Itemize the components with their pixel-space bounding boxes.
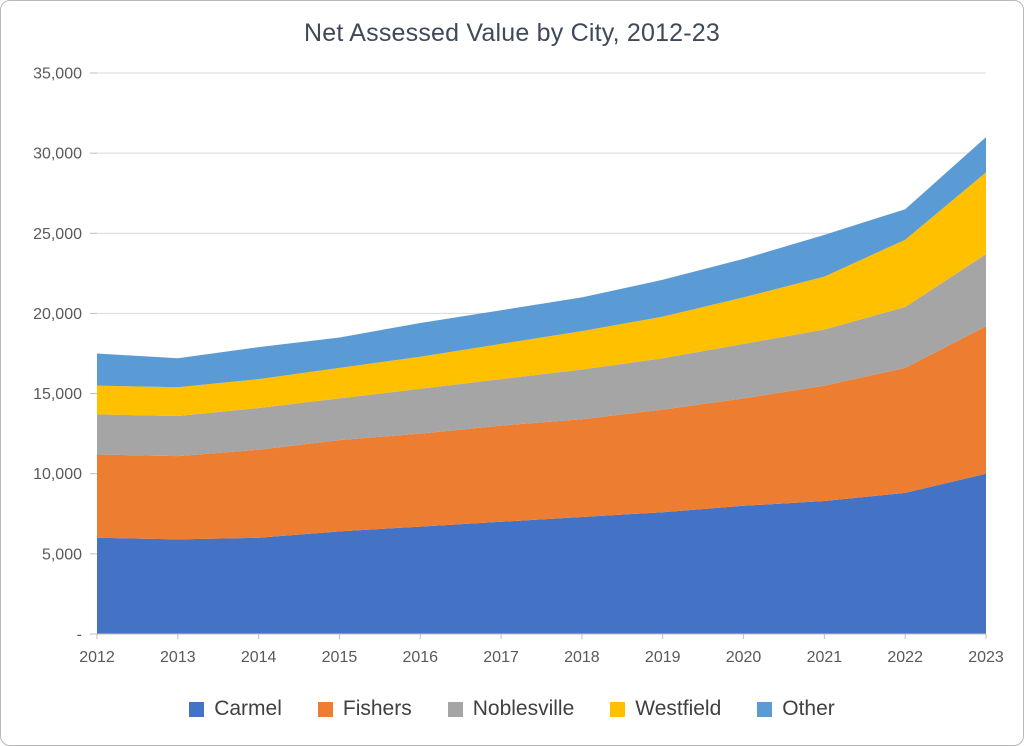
chart-title: Net Assessed Value by City, 2012-23 — [303, 19, 721, 47]
y-axis-label: 20,000 — [33, 306, 82, 323]
x-axis-label: 2016 — [402, 649, 438, 666]
legend-item-other: Other — [757, 697, 835, 721]
y-axis-label: 5,000 — [42, 546, 82, 563]
x-axis-label: 2019 — [645, 649, 681, 666]
stacked-area-plot: - 5,000 10,000 15,000 20,000 25,000 30,000 35,0… — [33, 66, 1004, 667]
y-axis-label: 15,000 — [33, 386, 82, 403]
legend-swatch-noblesville — [447, 701, 463, 717]
x-axis-label: 2013 — [160, 649, 196, 666]
legend-item-fishers: Fishers — [317, 697, 412, 721]
legend-swatch-carmel — [189, 701, 205, 717]
x-axis-label: 2014 — [241, 649, 277, 666]
y-axis-label: 10,000 — [33, 466, 82, 483]
legend-label-other: Other — [782, 697, 835, 720]
area-fishers — [97, 326, 986, 540]
legend-swatch-fishers — [317, 701, 333, 717]
legend-item-noblesville: Noblesville — [447, 697, 575, 721]
x-axis-label: 2015 — [322, 649, 358, 666]
area-westfield — [97, 172, 986, 416]
legend-item-carmel: Carmel — [189, 697, 282, 721]
legend-item-westfield: Westfield — [610, 697, 721, 721]
x-axis-label: 2020 — [726, 649, 762, 666]
x-axis-label: 2023 — [968, 649, 1004, 666]
legend-label-fishers: Fishers — [342, 697, 412, 720]
x-axis-label: 2017 — [483, 649, 519, 666]
y-axis-label: 25,000 — [33, 226, 82, 243]
area-noblesville — [97, 254, 986, 457]
y-axis-label: - — [77, 627, 82, 644]
x-axis-label: 2021 — [807, 649, 843, 666]
area-other — [97, 137, 986, 388]
legend-label-noblesville: Noblesville — [472, 697, 575, 720]
legend-swatch-other — [757, 701, 773, 717]
chart-legend: Carmel Fishers Noblesville Westfield Other — [1, 697, 1023, 721]
area-carmel — [97, 473, 986, 634]
legend-label-carmel: Carmel — [214, 697, 282, 720]
x-axis-label: 2012 — [79, 649, 115, 666]
legend-swatch-westfield — [610, 701, 626, 717]
legend-label-westfield: Westfield — [635, 697, 722, 720]
y-axis-label: 30,000 — [33, 146, 82, 163]
x-axis-label: 2018 — [564, 649, 600, 666]
y-axis-label: 35,000 — [33, 66, 82, 83]
x-axis-label: 2022 — [887, 649, 923, 666]
